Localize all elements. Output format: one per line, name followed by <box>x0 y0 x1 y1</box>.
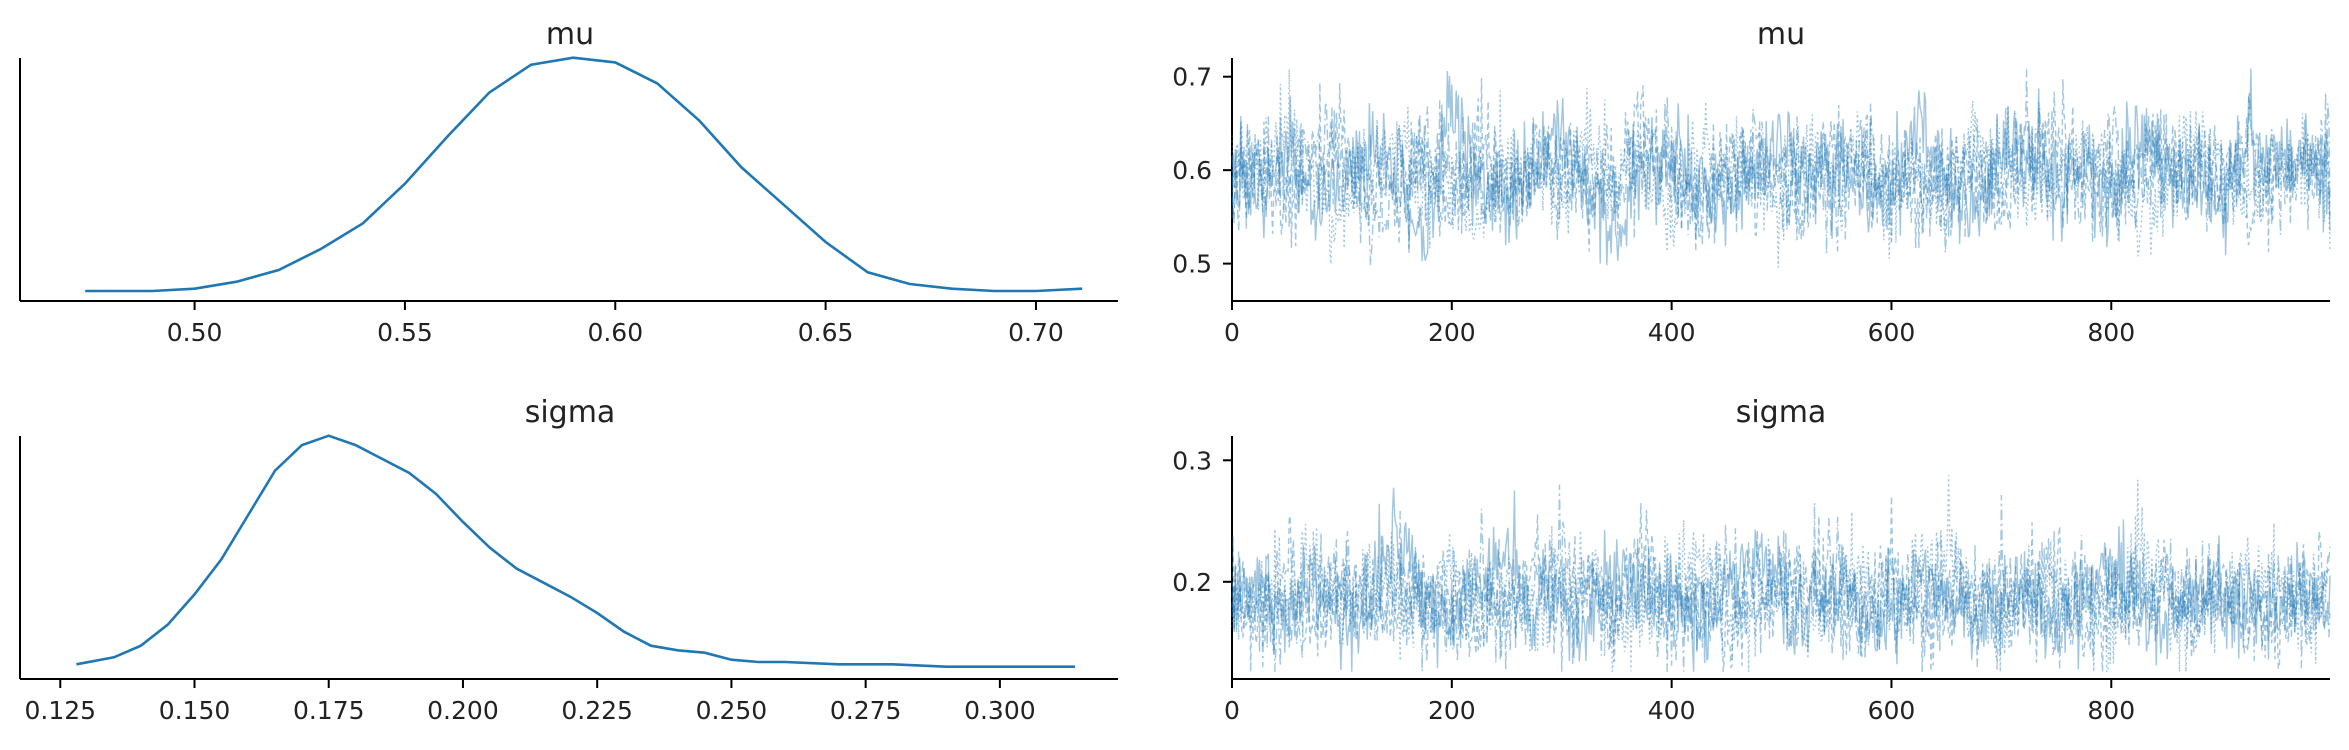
mu-trace-chain-2-line <box>1231 77 2331 253</box>
sigma-kde-x-tick-label: 0.200 <box>427 696 499 725</box>
sigma-trace-x-tick-label: 600 <box>1868 696 1916 725</box>
sigma-trace-y-tick-label: 0.3 <box>1172 446 1212 475</box>
mu-trace-title: mu <box>1757 17 1805 52</box>
mu-kde-x-tick-label: 0.70 <box>1008 318 1064 347</box>
mu-kde-title: mu <box>546 17 594 52</box>
mu-posterior-density-panel: mu 0.50 0.55 0.60 0.65 0.70 <box>19 17 1118 347</box>
mu-trace-chain-1-line <box>1231 68 2331 266</box>
mu-trace-chain-4-line <box>1231 69 2331 266</box>
mu-trace-y-tick-label: 0.7 <box>1172 63 1212 92</box>
sigma-trace-x-tick-label: 0 <box>1224 696 1240 725</box>
mu-trace-y-tick-label: 0.5 <box>1172 250 1212 279</box>
sigma-kde-x-tick-label: 0.125 <box>24 696 96 725</box>
sigma-trace-x-tick-label: 200 <box>1428 696 1476 725</box>
sigma-trace-title: sigma <box>1736 395 1827 430</box>
mu-trace-x-tick-label: 400 <box>1648 318 1696 347</box>
mu-trace-x-tick-label: 800 <box>2087 318 2135 347</box>
sigma-trace-x-tick-label: 800 <box>2087 696 2135 725</box>
sigma-kde-x-tick-label: 0.150 <box>159 696 231 725</box>
sigma-kde-x-tick-label: 0.250 <box>696 696 768 725</box>
sigma-posterior-density-panel: sigma 0.125 0.150 0.175 0.200 0.225 0.250 0.275… <box>19 395 1118 725</box>
mu-trace-chain-3-line <box>1231 69 2331 268</box>
mu-kde-x-tick-label: 0.60 <box>587 318 643 347</box>
mu-trace-x-tick-label: 200 <box>1428 318 1476 347</box>
sigma-kde-x-tick-label: 0.275 <box>830 696 902 725</box>
sigma-kde-x-tick-label: 0.300 <box>964 696 1036 725</box>
sigma-kde-x-tick-label: 0.175 <box>293 696 365 725</box>
mu-kde-density-curve <box>85 56 1083 293</box>
mu-trace-y-tick-label: 0.6 <box>1172 156 1212 185</box>
sigma-trace-chain-2-line <box>1231 495 2331 672</box>
mu-trace-panel: mu 0 200 400 600 800 0.5 0.6 0.7 <box>1172 17 2331 347</box>
sigma-trace-panel: sigma 0 200 400 600 800 0.2 0.3 <box>1172 395 2331 725</box>
mu-trace-x-tick-label: 0 <box>1224 318 1240 347</box>
mu-trace-x-tick-label: 600 <box>1868 318 1916 347</box>
mu-kde-x-tick-label: 0.50 <box>167 318 223 347</box>
mu-kde-x-tick-label: 0.65 <box>798 318 854 347</box>
sigma-trace-chain-1-line <box>1231 487 2331 672</box>
sigma-trace-chain-4-line <box>1231 484 2331 672</box>
sigma-kde-title: sigma <box>525 395 616 430</box>
sigma-kde-density-curve <box>76 434 1075 668</box>
sigma-trace-y-tick-label: 0.2 <box>1172 568 1212 597</box>
mu-kde-x-tick-label: 0.55 <box>377 318 433 347</box>
sigma-kde-x-tick-label: 0.225 <box>561 696 633 725</box>
sigma-trace-x-tick-label: 400 <box>1648 696 1696 725</box>
